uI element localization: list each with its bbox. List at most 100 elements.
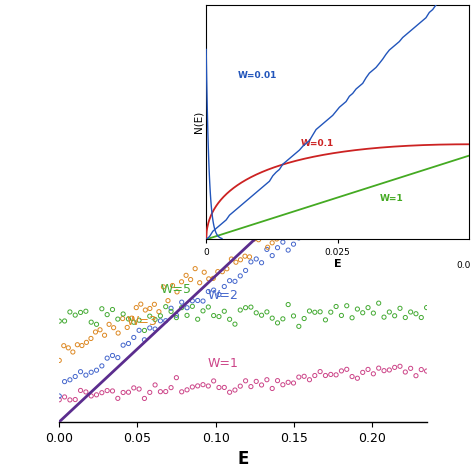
Point	[316, 368, 324, 375]
Point	[327, 371, 335, 378]
Point	[167, 308, 175, 315]
Point	[364, 190, 372, 197]
Point	[418, 366, 425, 374]
Point	[401, 368, 409, 376]
Point	[210, 312, 218, 319]
Point	[101, 331, 109, 339]
Point	[354, 194, 361, 202]
Point	[215, 384, 223, 392]
Point	[258, 259, 265, 266]
Point	[306, 227, 313, 234]
Point	[263, 376, 271, 383]
Point	[290, 240, 297, 248]
Point	[151, 301, 158, 308]
Point	[130, 384, 137, 392]
Point	[232, 258, 240, 266]
Point	[359, 369, 366, 376]
Point	[295, 323, 302, 330]
Point	[125, 315, 132, 323]
Point	[114, 329, 122, 337]
Point	[98, 305, 106, 312]
Point	[167, 384, 175, 392]
Point	[196, 279, 203, 286]
Point	[226, 389, 233, 396]
Point	[220, 283, 228, 290]
Point	[215, 291, 223, 298]
Point	[370, 310, 377, 317]
Point	[348, 373, 356, 380]
Point	[343, 302, 351, 310]
Point	[311, 372, 319, 379]
Text: W=5: W=5	[161, 283, 192, 296]
Point	[87, 368, 95, 376]
Point	[391, 364, 399, 371]
Point	[268, 239, 276, 246]
Point	[135, 385, 143, 393]
Point	[173, 311, 180, 319]
Point	[247, 303, 255, 311]
Point	[380, 313, 388, 321]
Point	[77, 309, 84, 316]
Point	[268, 252, 276, 259]
Point	[231, 320, 239, 328]
Text: W=2: W=2	[208, 289, 238, 301]
Point	[316, 226, 324, 234]
Point	[187, 276, 194, 283]
Point	[141, 395, 148, 402]
Point	[66, 396, 73, 404]
Point	[311, 219, 319, 227]
Point	[114, 394, 122, 402]
Point	[103, 355, 111, 362]
Point	[178, 278, 185, 285]
Text: W=0.1: W=0.1	[301, 138, 334, 147]
Point	[69, 348, 77, 356]
Point	[72, 311, 79, 319]
Text: W=1: W=1	[380, 194, 403, 203]
Point	[322, 226, 329, 233]
Point	[199, 297, 207, 305]
Point	[242, 377, 249, 384]
Point	[241, 252, 249, 260]
Text: W=3: W=3	[127, 315, 157, 328]
Point	[412, 159, 420, 167]
Point	[60, 342, 68, 349]
X-axis label: E: E	[334, 259, 342, 269]
Point	[242, 267, 249, 274]
Point	[348, 199, 356, 206]
Point	[146, 389, 154, 396]
Point	[77, 368, 84, 375]
Point	[295, 374, 302, 381]
Point	[109, 387, 116, 395]
Point	[55, 356, 63, 364]
Point	[401, 162, 409, 169]
Point	[141, 327, 148, 334]
Point	[61, 393, 68, 401]
Point	[199, 307, 207, 315]
Point	[162, 317, 170, 325]
Point	[164, 297, 172, 304]
Point	[237, 306, 244, 314]
Point	[401, 314, 409, 321]
Point	[220, 383, 228, 391]
Point	[273, 235, 281, 243]
Point	[93, 391, 100, 399]
Point	[250, 235, 258, 243]
Point	[370, 370, 377, 378]
Point	[194, 315, 201, 323]
Point	[277, 232, 285, 240]
Point	[82, 308, 90, 315]
Point	[359, 309, 366, 317]
Point	[151, 316, 159, 323]
Point	[130, 319, 137, 326]
Point	[169, 282, 176, 289]
Point	[66, 308, 73, 316]
Point	[327, 309, 335, 316]
Point	[219, 268, 226, 275]
Point	[226, 316, 233, 323]
Point	[189, 297, 196, 305]
Point	[242, 304, 249, 311]
Point	[156, 388, 164, 395]
Text: 0.0: 0.0	[457, 262, 471, 271]
Point	[82, 338, 90, 346]
Point	[128, 314, 136, 322]
